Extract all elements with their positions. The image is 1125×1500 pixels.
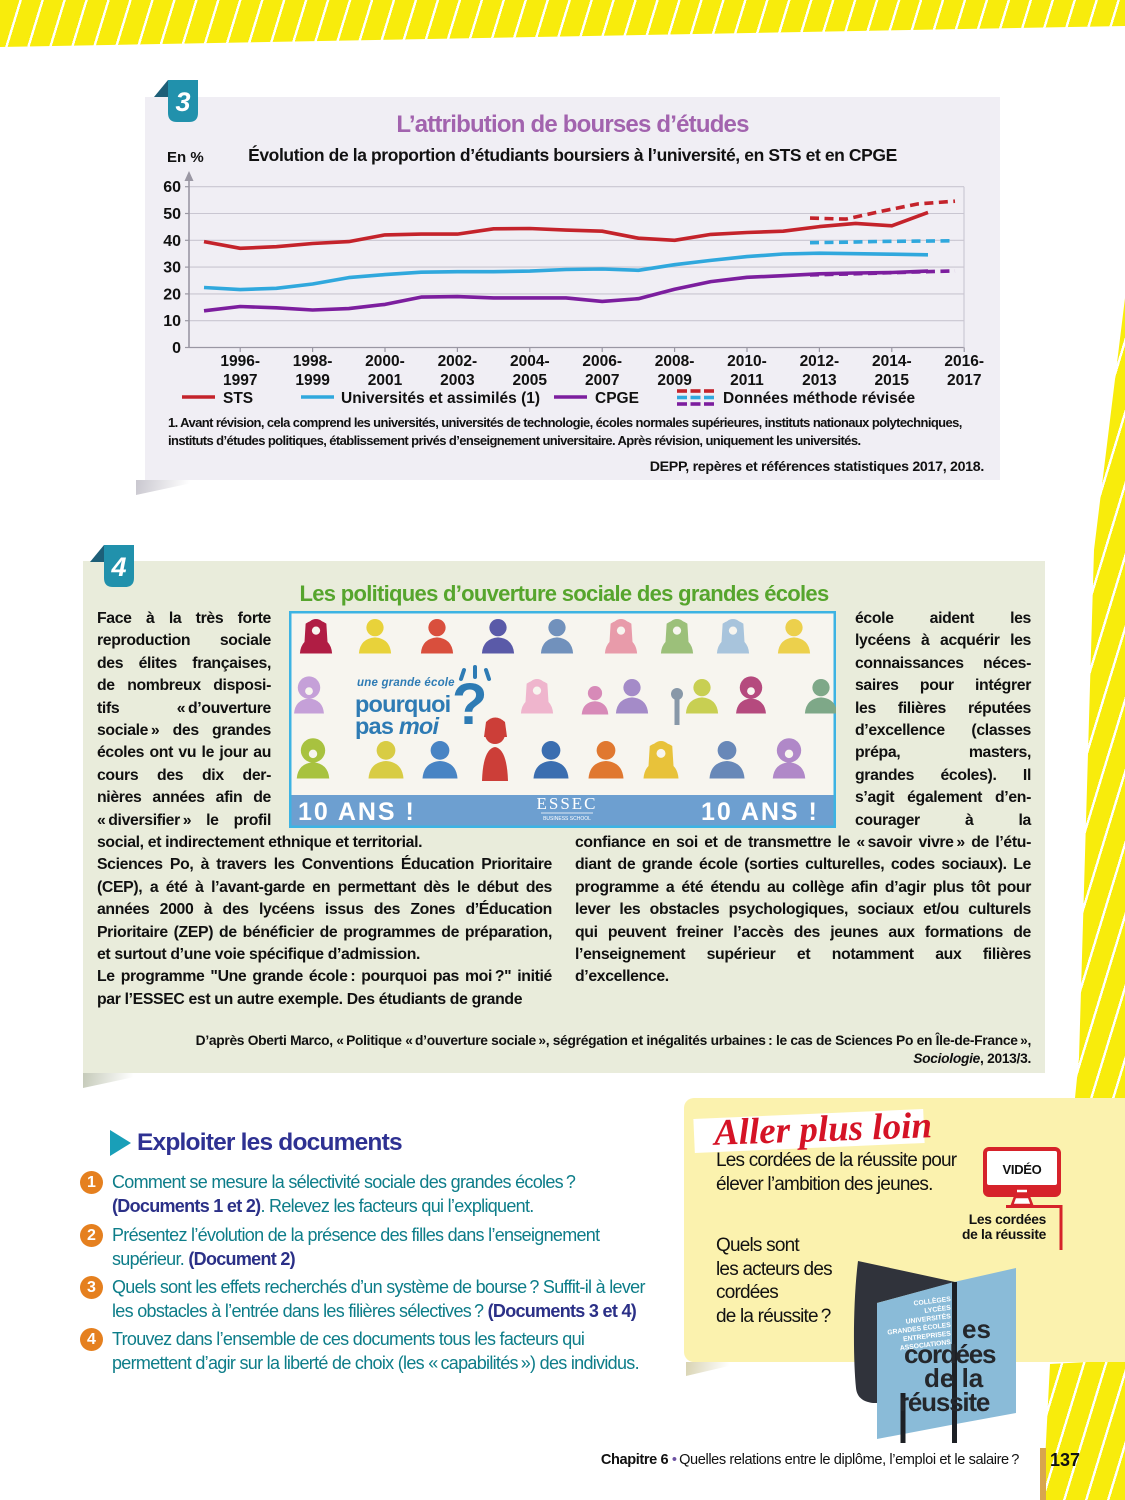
svg-text:DEPP, repères et références st: DEPP, repères et références statistiques… [650, 459, 984, 475]
svg-text:20: 20 [163, 286, 181, 303]
svg-text:Universités et assimilés (1): Universités et assimilés (1) [341, 390, 540, 407]
svg-text:10 ANS !: 10 ANS ! [701, 798, 819, 826]
svg-text:1996-: 1996- [220, 353, 260, 370]
svg-text:2016-: 2016- [944, 353, 984, 370]
svg-text:2015: 2015 [875, 372, 910, 389]
svg-text:STS: STS [223, 390, 253, 407]
svg-text:10 ANS !: 10 ANS ! [298, 798, 416, 826]
svg-text:60: 60 [163, 179, 181, 196]
svg-text:2017: 2017 [947, 372, 981, 389]
svg-text:cordées: cordées [904, 1339, 996, 1369]
svg-text:BUSINESS SCHOOL: BUSINESS SCHOOL [543, 816, 591, 822]
svg-text:2012-: 2012- [800, 353, 840, 370]
svg-text:pas moi: pas moi [355, 713, 439, 739]
svg-text:2014-: 2014- [872, 353, 912, 370]
svg-text:2000-: 2000- [365, 353, 405, 370]
svg-text:2002-: 2002- [438, 353, 478, 370]
svg-text:2003: 2003 [440, 372, 475, 389]
svg-text:de la: de la [924, 1363, 984, 1393]
svg-text:Données méthode révisée: Données méthode révisée [723, 390, 915, 407]
svg-text:VIDÉO: VIDÉO [1003, 1162, 1042, 1177]
svg-text:2007: 2007 [585, 372, 619, 389]
svg-text:es: es [962, 1314, 991, 1344]
svg-text:2009: 2009 [657, 372, 692, 389]
svg-text:0: 0 [172, 340, 181, 357]
svg-text:10: 10 [163, 313, 181, 330]
svg-text:2010-: 2010- [727, 353, 767, 370]
svg-text:2013: 2013 [802, 372, 837, 389]
svg-text:3: 3 [175, 87, 190, 117]
svg-text:instituts d’études politiques,: instituts d’études politiques, établisse… [168, 433, 860, 448]
svg-text:une grande école: une grande école [357, 677, 455, 689]
svg-text:2005: 2005 [513, 372, 548, 389]
svg-text:1998-: 1998- [293, 353, 333, 370]
svg-text:2001: 2001 [368, 372, 403, 389]
svg-text:1. Avant révision, cela compre: 1. Avant révision, cela comprend les uni… [168, 415, 962, 430]
svg-text:4: 4 [110, 552, 126, 582]
svg-text:?: ? [452, 672, 487, 737]
svg-text:2008-: 2008- [655, 353, 695, 370]
svg-text:pourquoi: pourquoi [355, 691, 450, 717]
svg-text:50: 50 [163, 206, 181, 223]
svg-text:30: 30 [163, 260, 181, 277]
svg-text:1999: 1999 [295, 372, 330, 389]
svg-text:2011: 2011 [730, 372, 764, 389]
svg-text:40: 40 [163, 233, 181, 250]
svg-text:réussite: réussite [899, 1387, 990, 1417]
svg-text:2006-: 2006- [582, 353, 622, 370]
svg-text:ESSEC: ESSEC [536, 794, 597, 813]
svg-text:1997: 1997 [223, 372, 257, 389]
svg-text:2004-: 2004- [510, 353, 550, 370]
svg-text:CPGE: CPGE [595, 390, 639, 407]
